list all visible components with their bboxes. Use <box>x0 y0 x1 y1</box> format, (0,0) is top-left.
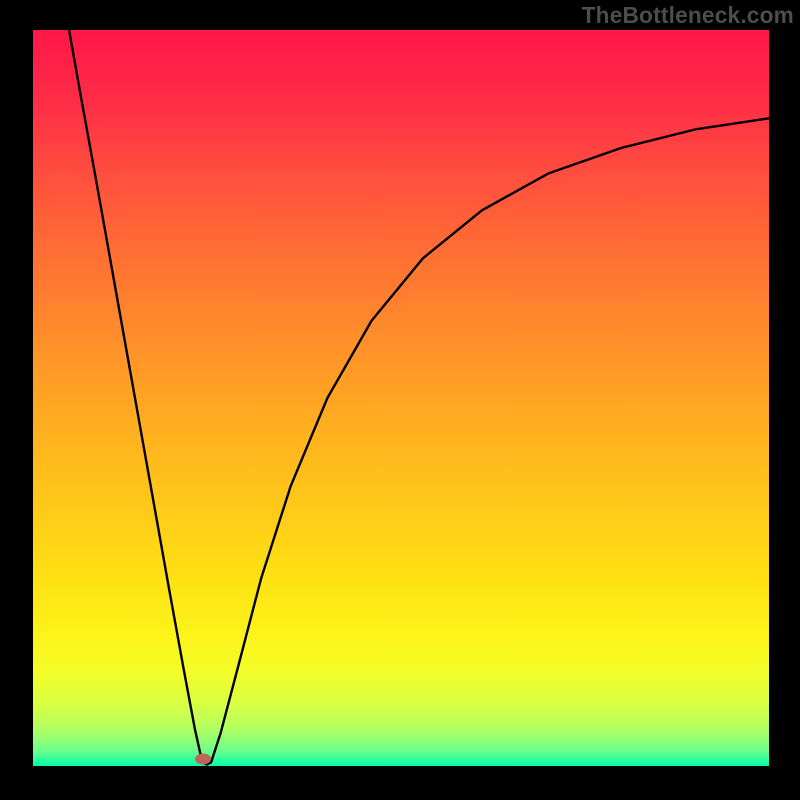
chart-stage: TheBottleneck.com <box>0 0 800 800</box>
bottleneck-curve <box>33 30 769 766</box>
minimum-marker <box>195 754 211 765</box>
attribution-label: TheBottleneck.com <box>582 2 794 29</box>
plot-area <box>33 30 769 766</box>
